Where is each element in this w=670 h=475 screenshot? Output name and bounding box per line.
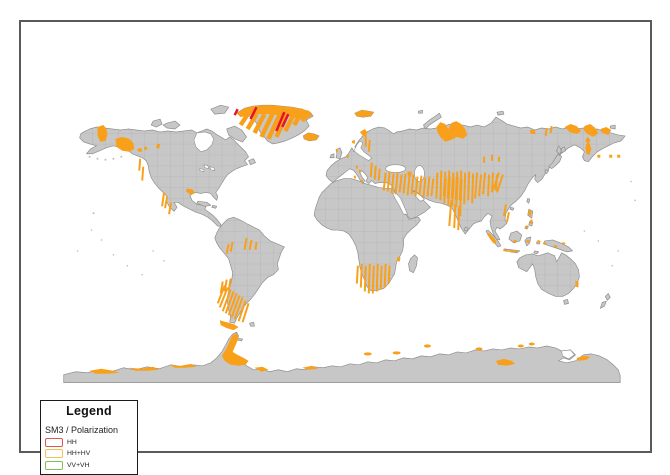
black-sea	[385, 164, 406, 173]
baltic-sea	[353, 140, 373, 162]
red-sea	[392, 192, 408, 215]
hh-swatch	[45, 437, 63, 447]
caspian-sea	[414, 165, 425, 182]
hh-label: HH	[67, 438, 77, 446]
legend-item-vv-vh: VV+VH	[45, 460, 137, 470]
coverage-swaths-thin	[138, 125, 553, 323]
legend-title: Legend	[66, 404, 112, 418]
antarctica	[63, 331, 621, 383]
admin-boundaries	[79, 117, 626, 324]
great-lakes	[199, 164, 216, 172]
coverage-swaths-medium	[442, 176, 463, 201]
legend-box: Legend SM3 / Polarization HH HH+HV VV+VH	[40, 400, 138, 475]
hh-hv-label: HH+HV	[67, 450, 91, 457]
hh-hv-swatch	[45, 449, 63, 458]
map-frame: Legend SM3 / Polarization HH HH+HV VV+VH	[19, 20, 652, 475]
legend-item-hh-hv: HH+HV	[45, 449, 137, 458]
legend-item-hh: HH	[45, 437, 137, 447]
ross-sea	[561, 349, 575, 360]
coverage-swaths-red	[233, 106, 290, 132]
coverage-swaths-greenland	[238, 108, 311, 140]
legend-subtitle: SM3 / Polarization	[45, 425, 119, 435]
vv-vh-label: VV+VH	[67, 461, 90, 469]
island-specks	[76, 155, 636, 276]
hudson-bay	[193, 131, 215, 153]
world-map	[63, 104, 636, 383]
vv-vh-swatch	[45, 460, 63, 470]
